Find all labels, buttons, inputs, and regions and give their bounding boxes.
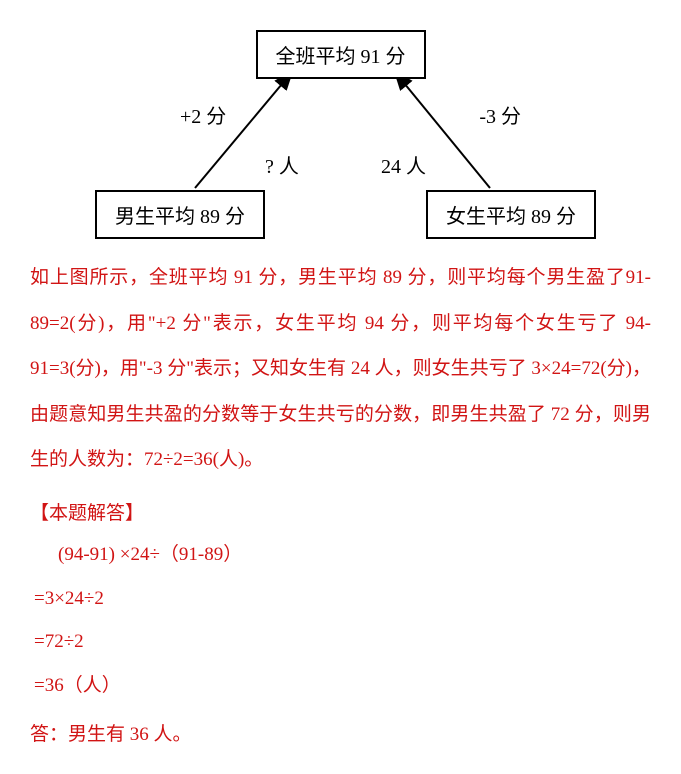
calc-line-3: =72÷2 bbox=[30, 620, 651, 664]
label-question-people: ? 人 bbox=[265, 150, 299, 179]
calc-line-4: =36（人） bbox=[30, 664, 651, 708]
solution-title: 【本题解答】 bbox=[30, 498, 651, 525]
answer-line: 答：男生有 36 人。 bbox=[30, 713, 651, 757]
diagram-container: 全班平均 91 分 男生平均 89 分 女生平均 89 分 +2 分 -3 分 … bbox=[30, 20, 651, 230]
right-box: 女生平均 89 分 bbox=[426, 190, 596, 239]
label-plus-2: +2 分 bbox=[180, 100, 226, 129]
label-minus-3: -3 分 bbox=[479, 100, 521, 129]
top-box: 全班平均 91 分 bbox=[256, 30, 426, 79]
explanation-paragraph: 如上图所示，全班平均 91 分，男生平均 89 分，则平均每个男生盈了91-89… bbox=[30, 255, 651, 483]
calc-line-1: (94-91) ×24÷（91-89） bbox=[30, 533, 651, 577]
calc-line-2: =3×24÷2 bbox=[30, 577, 651, 621]
label-24-people: 24 人 bbox=[381, 150, 426, 179]
left-box: 男生平均 89 分 bbox=[95, 190, 265, 239]
